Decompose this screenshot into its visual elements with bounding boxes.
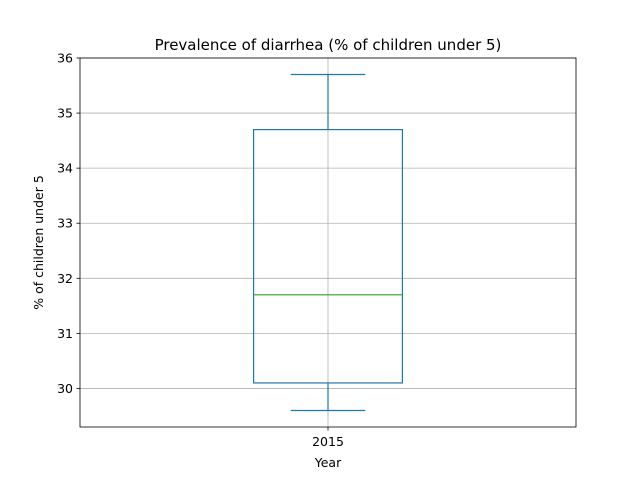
- x-axis-label: Year: [314, 455, 342, 470]
- chart-title: Prevalence of diarrhea (% of children un…: [155, 36, 502, 54]
- y-tick-label: 35: [57, 106, 73, 121]
- y-tick-label: 31: [57, 326, 73, 341]
- y-axis-label: % of children under 5: [31, 175, 46, 310]
- interquartile-box: [253, 128, 404, 384]
- box-plot-series: [253, 73, 404, 412]
- y-tick-label: 30: [57, 381, 73, 396]
- x-tick-label: 2015: [312, 434, 344, 449]
- y-tick-label: 32: [57, 271, 73, 286]
- axis-ticks: 30 31 32 33 34 35 36 2015: [57, 51, 344, 450]
- y-tick-label: 34: [57, 161, 73, 176]
- y-tick-label: 33: [57, 216, 73, 231]
- y-tick-label: 36: [57, 51, 73, 66]
